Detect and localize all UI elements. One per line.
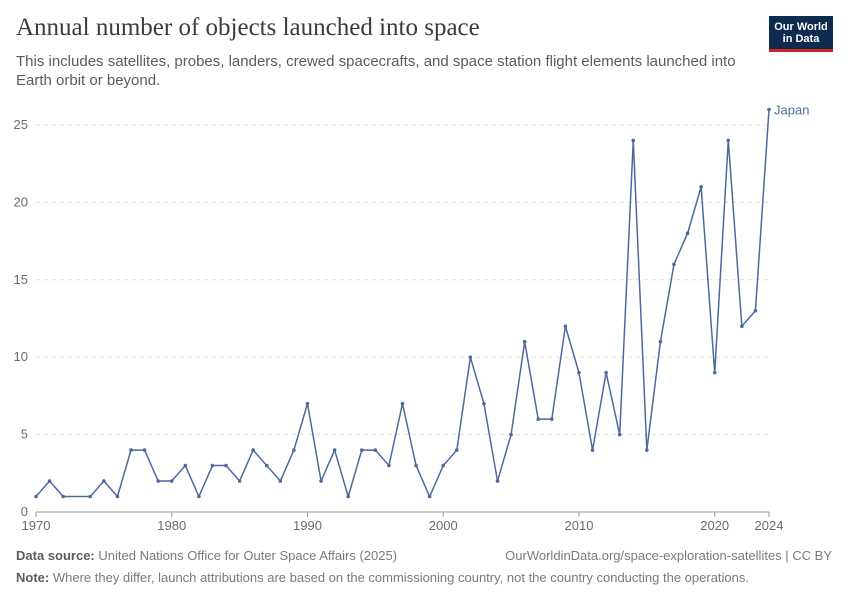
data-point [400,401,405,406]
data-point [522,339,527,344]
data-point [197,494,201,499]
footnote: Note: Where they differ, launch attribut… [16,570,749,585]
data-point [550,417,554,421]
data-point [156,479,160,483]
chart-subtitle: This includes satellites, probes, lander… [16,53,736,89]
x-tick-label: 1980 [157,518,186,533]
data-point [102,479,106,483]
data-source-label: Data source: [16,548,95,563]
data-point [292,448,296,452]
data-point [454,448,459,452]
data-point [129,448,133,452]
y-tick-label: 10 [14,349,28,364]
data-point [740,324,744,329]
data-point [699,185,703,189]
data-source: Data source: United Nations Office for O… [16,548,397,563]
y-tick-label: 20 [14,194,28,209]
x-tick-label: 2010 [565,518,594,533]
data-point [332,448,337,452]
data-point [169,479,174,483]
owid-logo[interactable]: Our World in Data [769,16,833,52]
data-point [482,401,486,406]
data-point [61,494,65,499]
data-point [617,432,622,437]
data-point [224,463,228,468]
logo-line-1: Our World [774,21,828,33]
x-tick-label: 1990 [293,518,322,533]
data-point [115,494,120,499]
data-point [753,308,758,313]
data-point [278,479,283,483]
data-point [536,417,541,421]
x-tick-label: 1970 [22,518,51,533]
data-point [183,463,188,468]
y-tick-label: 0 [21,504,28,519]
data-point [631,138,636,143]
data-point [34,494,38,499]
data-point [142,448,147,452]
x-tick-label: 2020 [700,518,729,533]
data-point [88,494,93,499]
logo-line-2: in Data [782,33,820,45]
data-point [251,448,255,452]
note-text: Where they differ, launch attributions a… [52,570,749,585]
data-point [441,463,446,468]
x-tick-label: 2000 [429,518,458,533]
x-tick-label: 2024 [755,518,784,533]
data-point [427,494,432,499]
data-point [658,339,663,344]
data-point [264,463,269,468]
data-point [305,401,310,406]
series-line [35,109,770,498]
data-point [210,463,215,468]
source-url[interactable]: OurWorldinData.org/space-exploration-sat… [505,548,832,563]
data-point [373,448,378,452]
data-point [414,463,418,468]
data-point [47,479,52,483]
data-point [645,448,649,452]
data-point [685,231,690,236]
note-label: Note: [16,570,50,585]
chart-title: Annual number of objects launched into s… [16,14,480,41]
data-point [577,370,581,375]
data-source-link[interactable]: United Nations Office for Outer Space Af… [98,548,398,563]
data-point [468,355,473,360]
data-point [590,448,595,452]
y-tick-label: 15 [14,272,28,287]
data-point [767,107,771,112]
y-tick-label: 5 [21,427,28,442]
data-point [387,463,391,468]
y-tick-label: 25 [14,117,28,132]
data-point [726,138,731,143]
data-point [359,448,364,452]
data-point [319,479,323,483]
data-point [237,479,242,483]
data-point [672,262,676,267]
data-point [346,494,351,499]
data-point [509,432,513,437]
series-label: Japan [774,103,809,118]
data-point [563,324,568,329]
data-point [712,370,717,375]
data-point [604,370,608,375]
data-point [495,479,500,483]
